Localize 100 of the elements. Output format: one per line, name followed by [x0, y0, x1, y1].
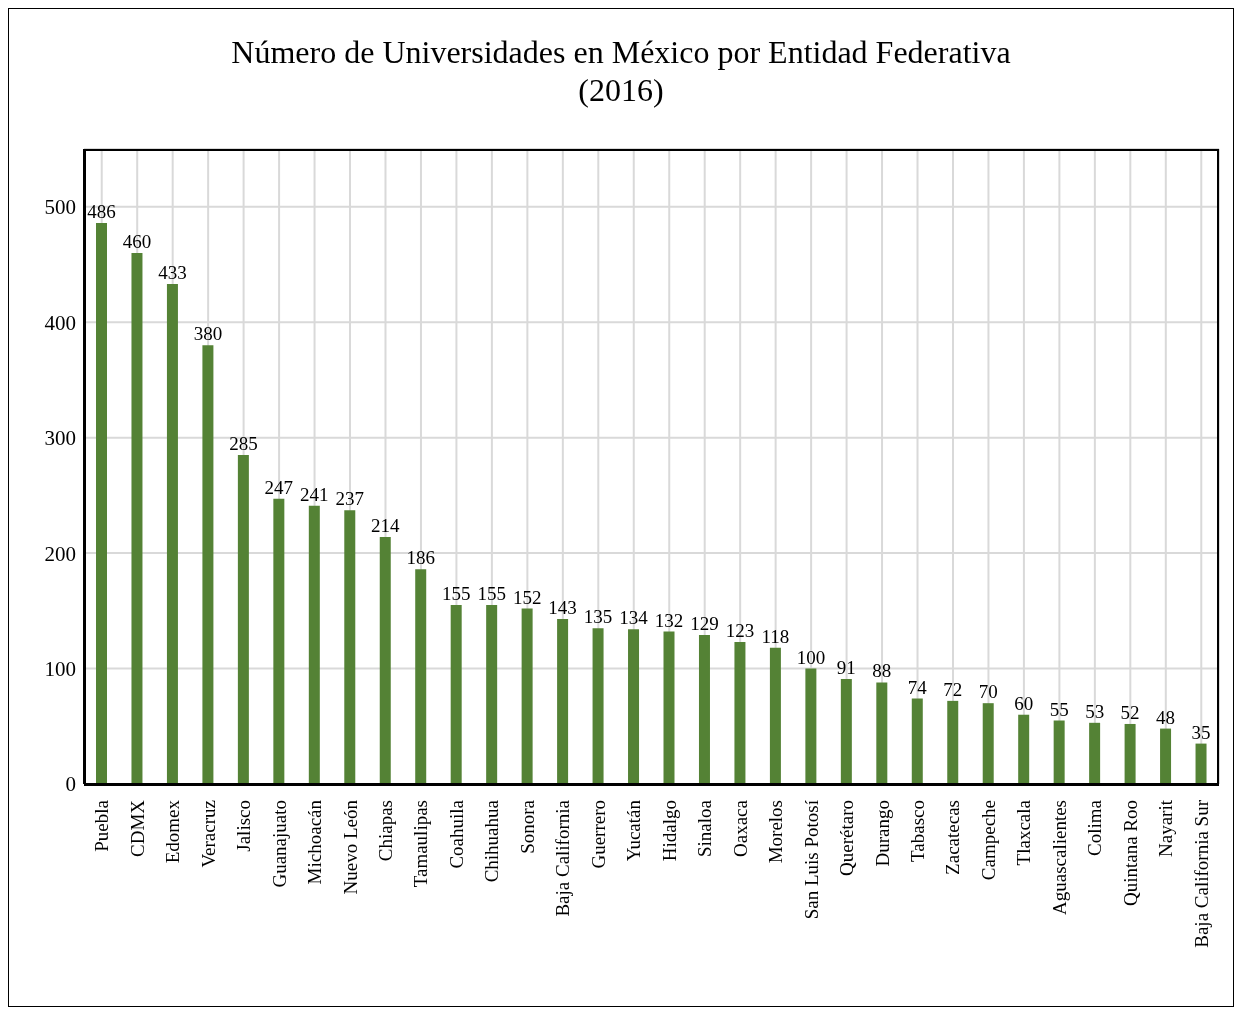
x-tick-label: Guerrero	[587, 800, 609, 869]
bar	[202, 345, 214, 784]
data-label: 123	[725, 619, 755, 641]
x-tick-label: Edomex	[162, 799, 184, 864]
x-tick-label: Sonora	[516, 799, 538, 854]
data-label: 132	[654, 609, 684, 631]
x-tick-label: CDMX	[126, 799, 148, 858]
x-tick-label: Chiapas	[374, 800, 396, 862]
x-tick-label: Colima	[1084, 799, 1106, 856]
data-label: 134	[619, 607, 649, 629]
bar	[308, 505, 320, 784]
data-label: 52	[1120, 701, 1140, 723]
x-tick-label: Puebla	[91, 799, 113, 852]
x-tick-label: Oaxaca	[729, 799, 751, 857]
bar	[166, 284, 178, 784]
y-tick-label: 400	[44, 310, 76, 335]
bar	[1160, 728, 1172, 784]
x-tick-label: Quintana Roo	[1119, 800, 1141, 907]
x-tick-label: Campeche	[977, 800, 999, 881]
y-tick-label: 300	[44, 426, 76, 451]
data-label: 88	[872, 660, 892, 682]
data-label: 74	[907, 676, 928, 698]
data-label: 214	[371, 514, 400, 536]
y-tick-label: 200	[44, 541, 76, 566]
data-label: 241	[300, 483, 329, 505]
data-label: 118	[761, 625, 790, 647]
x-tick-label: Tamaulipas	[410, 800, 432, 888]
x-tick-label: Chihuahua	[481, 799, 503, 883]
bar	[450, 605, 462, 784]
data-label: 48	[1156, 706, 1176, 728]
data-label: 91	[836, 656, 856, 678]
bar	[663, 631, 675, 784]
x-tick-label: Jalisco	[233, 800, 255, 852]
x-tick-label: Querétaro	[836, 800, 858, 876]
y-tick-label: 500	[44, 195, 76, 220]
data-label: 72	[943, 678, 963, 700]
data-label: 55	[1049, 698, 1069, 720]
data-label: 135	[583, 606, 613, 628]
bar	[947, 700, 959, 784]
x-tick-label: San Luis Potosí	[800, 799, 822, 920]
x-tick-label: Tlaxcala	[1013, 799, 1035, 866]
data-label: 53	[1085, 700, 1105, 722]
bar	[592, 628, 604, 784]
chart-title: Número de Universidades en México por Entidad Federativa (2016)	[230, 33, 1012, 109]
data-label: 486	[87, 200, 116, 222]
x-tick-label: Baja California	[552, 799, 574, 917]
data-label: 155	[441, 583, 471, 605]
bar	[557, 618, 569, 784]
bar	[237, 454, 249, 784]
bar	[628, 629, 640, 784]
data-label: 143	[548, 596, 577, 618]
x-tick-label: Veracruz	[197, 800, 219, 868]
x-tick-label: Durango	[871, 800, 893, 867]
x-tick-label: Zacatecas	[942, 800, 964, 875]
bar	[911, 698, 923, 784]
bar	[982, 703, 994, 784]
data-label: 186	[406, 547, 435, 569]
bar	[1089, 722, 1101, 784]
data-label: 60	[1014, 692, 1034, 714]
bar	[486, 605, 498, 784]
data-label: 35	[1191, 721, 1211, 743]
bar	[1195, 743, 1207, 784]
bar	[131, 252, 143, 784]
x-tick-label: Baja California Sur	[1190, 799, 1212, 948]
data-label: 237	[335, 488, 365, 510]
data-label: 152	[512, 586, 542, 608]
y-tick-label: 0	[65, 772, 76, 797]
bar	[805, 668, 817, 784]
bar	[521, 608, 533, 784]
x-tick-label: Nuevo León	[339, 799, 361, 895]
data-label: 460	[122, 230, 152, 252]
x-tick-label: Guanajuato	[268, 800, 290, 888]
data-label: 100	[796, 646, 826, 668]
x-tick-label: Tabasco	[907, 800, 929, 862]
data-label: 129	[690, 613, 719, 635]
data-label: 155	[477, 583, 506, 605]
data-label: 70	[978, 681, 998, 703]
y-tick-label: 100	[44, 657, 76, 681]
bar	[1053, 720, 1065, 784]
x-tick-label: Morelos	[765, 800, 787, 864]
bar	[273, 498, 285, 784]
x-tick-label: Nayarit	[1155, 799, 1177, 857]
x-tick-label: Hidalgo	[658, 800, 680, 862]
x-tick-label: Aguascalientes	[1048, 800, 1070, 916]
x-tick-label: Coahuila	[445, 799, 467, 869]
bar	[840, 678, 852, 784]
bar	[96, 222, 107, 784]
bar	[734, 641, 746, 784]
x-tick-label: Yucatán	[623, 799, 645, 862]
bar	[344, 510, 356, 784]
data-label: 433	[158, 262, 187, 284]
data-label: 380	[193, 323, 223, 345]
bar	[379, 536, 391, 784]
x-tick-label: Michoacán	[304, 799, 326, 885]
data-label: 285	[229, 432, 258, 454]
data-label: 247	[264, 476, 294, 498]
bar	[1018, 714, 1030, 784]
bar	[1124, 723, 1136, 784]
bar	[698, 635, 710, 784]
bar	[769, 647, 781, 784]
